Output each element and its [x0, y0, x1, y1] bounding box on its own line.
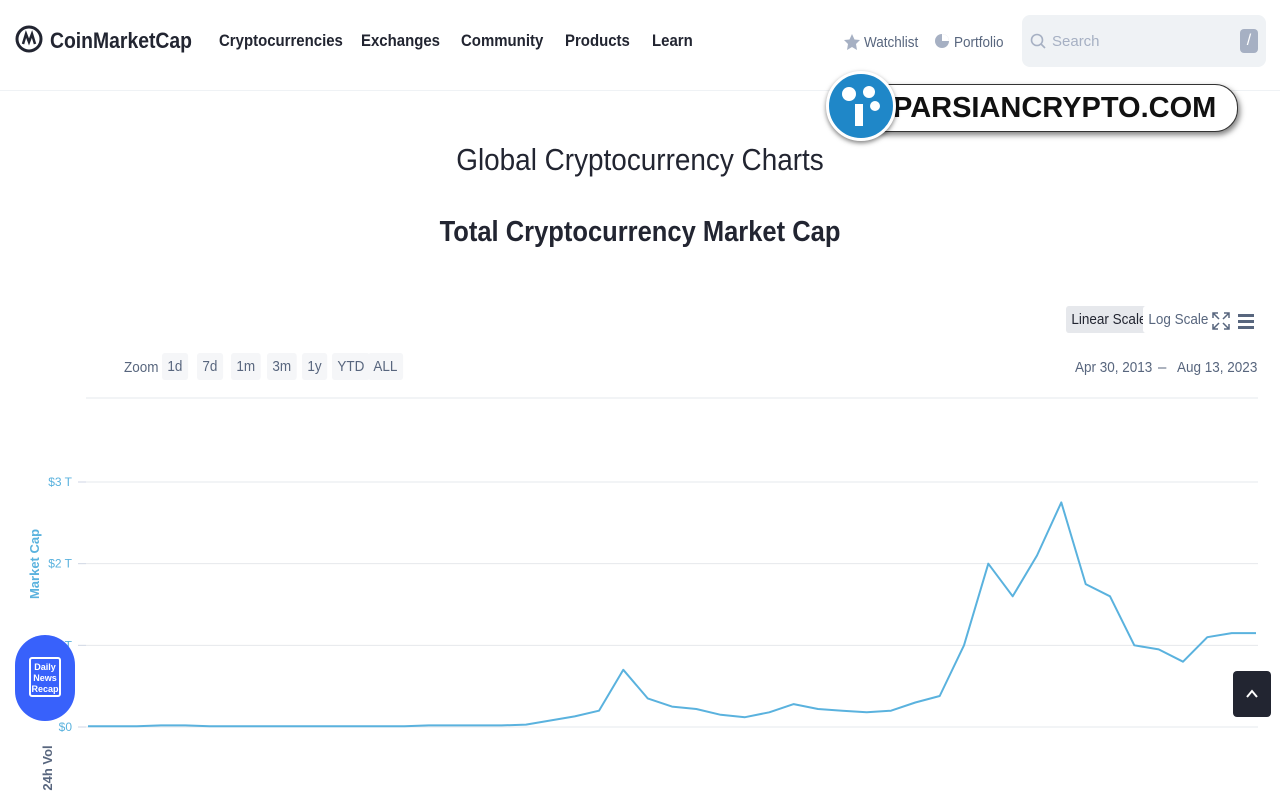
news-badge-frame: Daily News Recap: [29, 657, 61, 697]
zoom-button[interactable]: 3m: [267, 353, 297, 380]
y-tick-label: $0: [59, 720, 73, 734]
market-cap-line: [88, 501, 1256, 728]
menu-icon[interactable]: [1237, 312, 1255, 330]
y-tick-label: $3 T: [48, 475, 72, 489]
zoom-button[interactable]: ALL: [368, 353, 403, 380]
watermark-logo: [826, 71, 896, 141]
news-badge-text: News: [33, 673, 57, 683]
news-badge-text: Daily: [34, 662, 56, 672]
logo[interactable]: CoinMarketCap: [50, 28, 192, 53]
zoom-button[interactable]: 1m: [231, 353, 261, 380]
fullscreen-icon[interactable]: [1212, 312, 1230, 330]
search-key: /: [1240, 29, 1258, 53]
zoom-button[interactable]: 1y: [302, 353, 328, 380]
nav-link[interactable]: Exchanges: [361, 31, 440, 50]
nav-link[interactable]: Products: [565, 31, 630, 50]
nav-link[interactable]: Learn: [652, 31, 693, 50]
search-icon: [1030, 33, 1046, 49]
watermark-logo-icon: [842, 86, 880, 126]
search-box[interactable]: Search /: [1022, 15, 1266, 67]
chevron-icon: [1246, 689, 1258, 698]
star-icon: [844, 34, 860, 50]
portfolio-icon: [935, 34, 949, 48]
watermark: PARSIANCRYPTO.COM: [893, 92, 1217, 124]
page-title: Global Cryptocurrency Charts: [456, 142, 824, 177]
zoom-button[interactable]: YTD: [332, 353, 370, 380]
navbar: CoinMarketCap Cryptocurrencies Exchanges…: [0, 0, 1280, 91]
scroll-top-button[interactable]: [1233, 671, 1271, 717]
watchlist[interactable]: Watchlist: [864, 34, 919, 51]
news-badge-text: Recap: [31, 684, 59, 694]
zoom-button[interactable]: 7d: [197, 353, 223, 380]
logo-icon: [15, 25, 43, 53]
date-from[interactable]: Apr 30, 2013: [1075, 359, 1153, 376]
date-to[interactable]: Aug 13, 2023: [1177, 359, 1258, 376]
chart-title: Total Cryptocurrency Market Cap: [439, 216, 841, 248]
scale-button[interactable]: Linear Scale: [1066, 306, 1152, 333]
date-separator: –: [1158, 359, 1167, 376]
y-tick-label: $2 T: [48, 557, 72, 571]
search-placeholder: Search: [1052, 33, 1100, 50]
watermark-banner: PARSIANCRYPTO.COM: [862, 84, 1238, 132]
zoom-label: Zoom: [124, 359, 159, 376]
nav-link[interactable]: Community: [461, 31, 544, 50]
chart: Market Cap 24h Vol $0$1 T$2 T$3 T: [27, 397, 1258, 791]
scale-button[interactable]: Log Scale: [1143, 306, 1214, 333]
y2-axis-title: 24h Vol: [40, 745, 55, 790]
nav-link[interactable]: Cryptocurrencies: [219, 31, 343, 50]
zoom-button[interactable]: 1d: [162, 353, 188, 380]
y-axis-title: Market Cap: [27, 529, 42, 599]
news-badge[interactable]: Daily News Recap: [15, 635, 75, 721]
portfolio[interactable]: Portfolio: [954, 34, 1004, 51]
